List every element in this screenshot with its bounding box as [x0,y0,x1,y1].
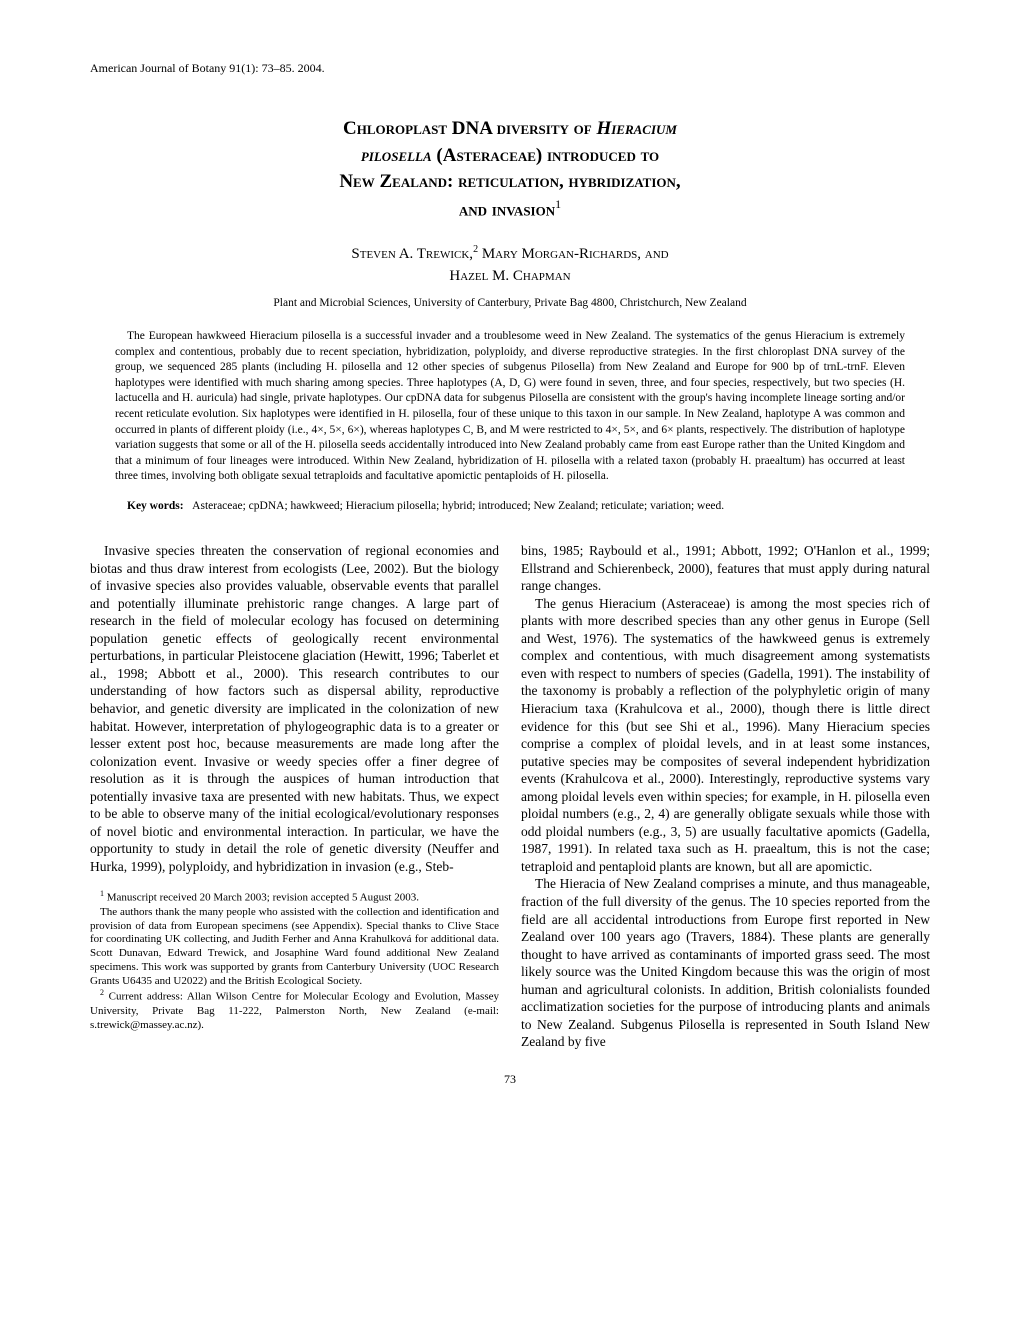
title-part: Chloroplast DNA diversity of [343,118,596,139]
body-paragraph: The Hieracia of New Zealand comprises a … [521,875,930,1050]
body-columns: Invasive species threaten the conservati… [90,542,930,1051]
body-paragraph: Invasive species threaten the conservati… [90,542,499,875]
title-footnote-ref: 1 [555,197,561,211]
footnote: 2 Current address: Allan Wilson Centre f… [90,988,499,1032]
title-part: and invasion [459,199,555,220]
title-part: New Zealand: reticulation, hybridization… [339,171,680,192]
author-name: Hazel M. Chapman [449,268,570,284]
footnotes: 1 Manuscript received 20 March 2003; rev… [90,889,499,1032]
title-part: (Asteraceae) introduced to [432,145,659,166]
authors: Steven A. Trewick,2 Mary Morgan-Richards… [90,242,930,288]
footnote-acknowledgment: The authors thank the many people who as… [90,906,499,989]
footnote-text: Manuscript received 20 March 2003; revis… [104,892,419,904]
keywords-label: Key words: [127,500,184,512]
journal-header: American Journal of Botany 91(1): 73–85.… [90,60,930,76]
footnote: 1 Manuscript received 20 March 2003; rev… [90,889,499,905]
footnote-text: Current address: Allan Wilson Centre for… [90,991,499,1031]
affiliation: Plant and Microbial Sciences, University… [90,296,930,312]
author-name: Mary Morgan-Richards, and [478,246,669,262]
body-paragraph-continuation: bins, 1985; Raybould et al., 1991; Abbot… [521,542,930,595]
abstract: The European hawkweed Hieracium pilosell… [115,329,905,484]
author-name: Steven A. Trewick, [351,246,473,262]
page-number: 73 [90,1071,930,1087]
keywords: Key words: Asteraceae; cpDNA; hawkweed; … [115,499,905,515]
body-paragraph: The genus Hieracium (Asteraceae) is amon… [521,595,930,876]
keywords-text: Asteraceae; cpDNA; hawkweed; Hieracium p… [192,500,724,512]
article-title: Chloroplast DNA diversity of Hieracium p… [90,116,930,224]
title-genus: Hieracium [596,118,677,139]
title-species: pilosella [361,145,432,166]
